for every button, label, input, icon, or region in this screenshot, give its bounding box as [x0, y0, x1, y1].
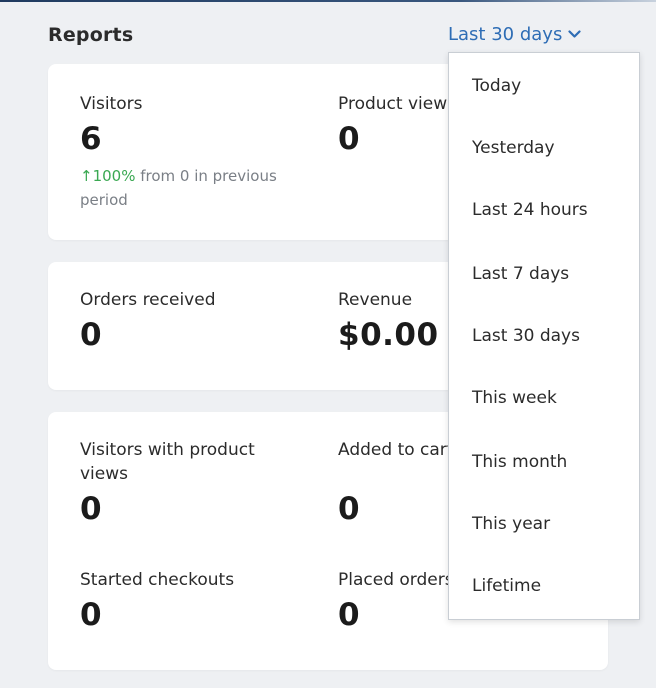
started-checkouts-label: Started checkouts	[80, 570, 235, 590]
product-views-label: Product views	[338, 94, 450, 114]
started-checkouts-metric: Started checkouts 0	[80, 568, 234, 634]
product-views-metric: Product views 0	[338, 92, 450, 158]
revenue-metric: Revenue $0.00	[338, 288, 450, 354]
visitors-metric: Visitors 6 ↑100% from 0 in previous peri…	[80, 92, 310, 212]
dropdown-option-this-month[interactable]: This month	[472, 452, 568, 472]
revenue-label: Revenue	[338, 290, 413, 310]
page-title: Reports	[48, 24, 134, 46]
started-checkouts-value: 0	[80, 597, 103, 633]
visitors-delta: ↑100% from 0 in previous period	[80, 164, 310, 212]
visitors-label: Visitors	[80, 94, 143, 114]
dropdown-option-lifetime[interactable]: Lifetime	[472, 576, 542, 596]
date-range-toggle[interactable]: Last 30 days	[448, 24, 581, 45]
dropdown-option-last-30-days[interactable]: Last 30 days	[472, 326, 580, 346]
top-border	[0, 0, 656, 2]
dropdown-option-this-week[interactable]: This week	[472, 388, 557, 408]
visitors-with-views-label: Visitors with product views	[80, 440, 255, 484]
visitors-with-views-value: 0	[80, 491, 103, 527]
added-to-cart-value: 0	[338, 491, 361, 527]
placed-orders-value: 0	[338, 597, 361, 633]
placed-orders-metric: Placed orders 0	[338, 568, 450, 634]
added-to-cart-label: Added to cart	[338, 440, 450, 460]
dropdown-option-today[interactable]: Today	[472, 76, 522, 96]
visitors-value: 6	[80, 121, 103, 157]
orders-value: 0	[80, 317, 103, 353]
dropdown-option-last-24-hours[interactable]: Last 24 hours	[472, 200, 588, 220]
visitors-with-views-metric: Visitors with product views 0	[80, 438, 290, 528]
visitors-delta-percent: ↑100%	[80, 167, 136, 185]
orders-label: Orders received	[80, 290, 216, 310]
orders-metric: Orders received 0	[80, 288, 216, 354]
date-range-dropdown: Today Yesterday Last 24 hours Last 7 day…	[448, 52, 640, 620]
dropdown-option-yesterday[interactable]: Yesterday	[472, 138, 555, 158]
visitors-delta-text: from 0 in previous period	[80, 167, 277, 209]
dropdown-option-this-year[interactable]: This year	[472, 514, 551, 534]
placed-orders-label: Placed orders	[338, 570, 450, 590]
added-to-cart-metric: Added to cart 0	[338, 438, 450, 528]
date-range-label: Last 30 days	[448, 24, 563, 45]
revenue-value: $0.00	[338, 317, 439, 353]
dropdown-option-last-7-days[interactable]: Last 7 days	[472, 264, 570, 284]
chevron-down-icon	[568, 30, 581, 39]
product-views-value: 0	[338, 121, 361, 157]
